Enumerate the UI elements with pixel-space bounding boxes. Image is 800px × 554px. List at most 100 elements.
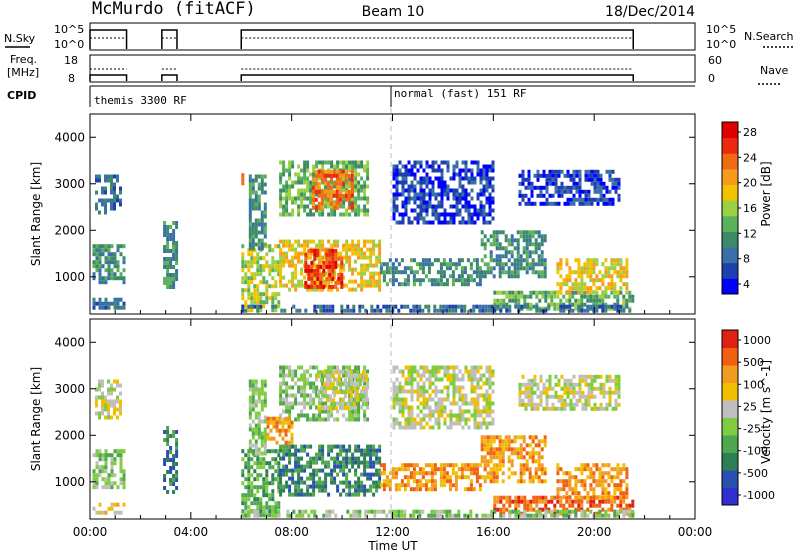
heatmap-cell	[431, 160, 435, 165]
heatmap-cell	[303, 243, 307, 248]
heatmap-cell	[265, 264, 269, 269]
heatmap-cell	[590, 406, 594, 411]
heatmap-cell	[617, 197, 621, 202]
heatmap-cell	[569, 398, 573, 403]
heatmap-cell	[431, 365, 435, 370]
heatmap-cell	[241, 449, 245, 454]
heatmap-cell	[95, 387, 98, 392]
heatmap-cell	[578, 386, 582, 391]
heatmap-cell	[531, 447, 535, 452]
heatmap-cell	[251, 379, 255, 384]
heatmap-cell	[508, 509, 512, 514]
heatmap-cell	[493, 290, 497, 295]
heatmap-cell	[291, 160, 295, 165]
heatmap-cell	[610, 475, 614, 480]
heatmap-cell	[492, 439, 496, 444]
heatmap-cell	[253, 513, 257, 518]
cpid-mode-1: themis 3300 RF	[94, 94, 187, 107]
heatmap-cell	[601, 507, 605, 512]
heatmap-cell	[328, 513, 332, 518]
heatmap-cell	[92, 301, 96, 306]
heatmap-cell	[98, 252, 102, 257]
heatmap-cell	[412, 487, 416, 492]
heatmap-cell	[254, 383, 258, 388]
heatmap-cell	[566, 197, 570, 202]
heatmap-cell	[430, 463, 434, 468]
heatmap-cell	[568, 513, 572, 518]
heatmap-cell	[419, 365, 423, 370]
heatmap-cell	[622, 298, 626, 303]
heatmap-cell	[318, 397, 322, 402]
heatmap-cell	[560, 374, 564, 379]
heatmap-cell	[372, 472, 376, 477]
heatmap-cell	[433, 483, 437, 488]
heatmap-cell	[297, 448, 301, 453]
heatmap-cell	[262, 461, 266, 466]
heatmap-cell	[524, 406, 528, 411]
heatmap-cell	[537, 467, 541, 472]
heatmap-cell	[562, 503, 566, 508]
heatmap-cell	[502, 513, 506, 518]
heatmap-cell	[625, 270, 629, 275]
heatmap-cell	[256, 473, 260, 478]
heatmap-cell	[413, 160, 417, 165]
heatmap-cell	[476, 401, 480, 406]
heatmap-cell	[537, 475, 541, 480]
heatmap-cell	[309, 405, 313, 410]
heatmap-cell	[479, 204, 483, 209]
heatmap-cell	[559, 304, 563, 309]
heatmap-cell	[470, 168, 474, 173]
heatmap-cell	[485, 393, 489, 398]
heatmap-cell	[521, 382, 525, 387]
heatmap-cell	[275, 416, 279, 421]
heatmap-cell	[622, 270, 626, 275]
heatmap-cell	[409, 487, 413, 492]
heatmap-cell	[599, 177, 603, 182]
heatmap-cell	[330, 243, 334, 248]
heatmap-cell	[354, 492, 358, 497]
heatmap-cell	[583, 286, 587, 291]
heatmap-cell	[516, 435, 520, 440]
heatmap-cell	[335, 173, 339, 178]
heatmap-cell	[601, 487, 605, 492]
heatmap-cell	[488, 401, 492, 406]
heatmap-cell	[404, 425, 408, 430]
heatmap-cell	[328, 386, 332, 391]
heatmap-cell	[247, 469, 251, 474]
heatmap-cell	[95, 403, 98, 408]
heatmap-cell	[469, 487, 473, 492]
heatmap-cell	[375, 259, 379, 264]
heatmap-cell	[540, 467, 544, 472]
heatmap-cell	[315, 456, 319, 461]
heatmap-cell	[260, 214, 264, 219]
heatmap-cell	[482, 208, 486, 213]
heatmap-cell	[254, 411, 258, 416]
heatmap-cell	[330, 409, 334, 414]
heatmap-cell	[568, 509, 572, 514]
heatmap-cell	[369, 460, 373, 465]
heatmap-cell	[317, 205, 321, 210]
heatmap-cell	[277, 461, 281, 466]
heatmap-cell	[583, 487, 587, 492]
heatmap-cell	[107, 506, 111, 511]
heatmap-cell	[419, 385, 423, 390]
heatmap-cell	[531, 242, 535, 247]
heatmap-cell	[407, 425, 411, 430]
heatmap-cell	[599, 406, 603, 411]
heatmap-cell	[344, 177, 348, 182]
heatmap-cell	[256, 461, 260, 466]
heatmap-cell	[407, 160, 411, 165]
heatmap-cell	[424, 258, 428, 263]
heatmap-cell	[257, 431, 261, 436]
heatmap-cell	[540, 262, 544, 267]
heatmap-cell	[535, 509, 539, 514]
heatmap-cell	[416, 389, 420, 394]
heatmap-cell	[521, 173, 525, 178]
heatmap-cell	[452, 389, 456, 394]
heatmap-cell	[428, 417, 432, 422]
heatmap-cell	[495, 471, 499, 476]
heatmap-cell	[322, 264, 326, 269]
heatmap-cell	[251, 206, 255, 211]
heatmap-cell	[354, 365, 358, 370]
heatmap-cell	[559, 503, 563, 508]
